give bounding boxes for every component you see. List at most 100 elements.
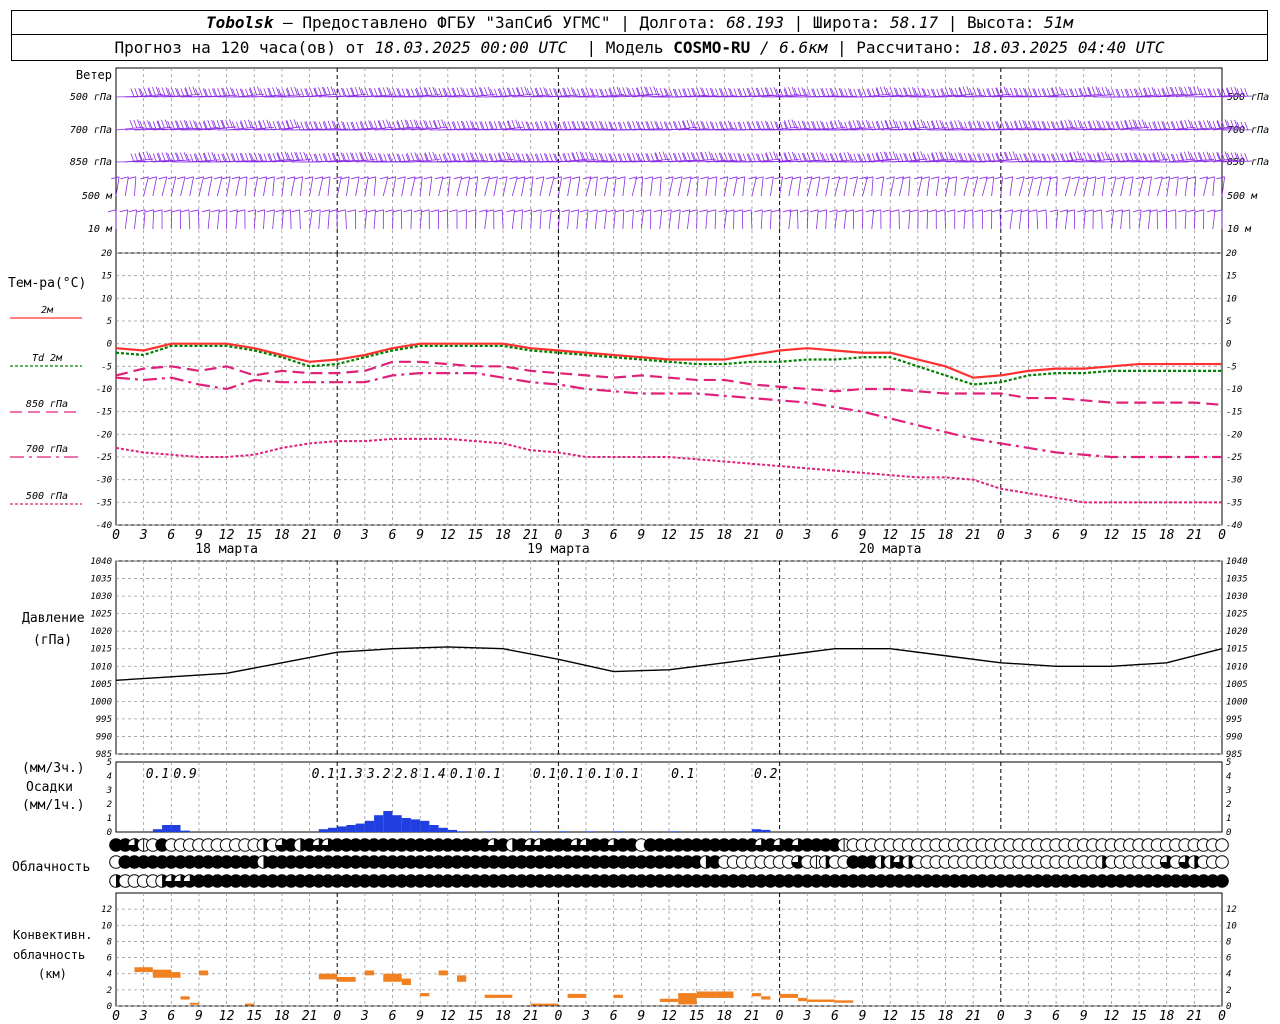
wind-barb-feather bbox=[665, 88, 669, 98]
wind-barb-feather bbox=[1107, 176, 1117, 180]
wind-barb-feather bbox=[976, 87, 981, 96]
wind-barb-feather bbox=[190, 209, 199, 213]
wind-barb-feather bbox=[1126, 88, 1130, 98]
wind-barb-feather bbox=[546, 176, 555, 180]
wind-barb-shaft bbox=[871, 176, 874, 197]
wind-barb-feather bbox=[238, 176, 248, 180]
wind-barb-shaft bbox=[705, 176, 709, 197]
wind-barb-feather bbox=[1156, 152, 1161, 161]
precip-bar bbox=[751, 829, 762, 832]
wind-barb-feather bbox=[774, 176, 783, 180]
wind-barb-feather bbox=[481, 176, 490, 180]
wind-barb bbox=[917, 119, 947, 131]
wind-barb-shaft bbox=[336, 176, 342, 197]
wind-barb-shaft bbox=[115, 176, 120, 197]
wind-barb-feather bbox=[570, 209, 579, 213]
wind-barb-feather bbox=[760, 87, 765, 96]
wind-barb bbox=[964, 209, 974, 230]
wind-barb-feather bbox=[171, 152, 175, 161]
wind-barb bbox=[1195, 209, 1205, 230]
wind-barb-feather bbox=[930, 176, 940, 180]
wind-barb bbox=[493, 119, 523, 131]
wind-barb bbox=[1000, 119, 1030, 131]
wind-barb bbox=[137, 209, 146, 230]
x-tick-label-bottom: 18 bbox=[716, 1009, 732, 1024]
wind-barb bbox=[551, 209, 561, 230]
wind-barb-feather bbox=[479, 152, 483, 161]
wind-barb-feather bbox=[1153, 121, 1158, 130]
cloud-fill bbox=[1188, 874, 1201, 888]
wind-barb-feather bbox=[616, 86, 621, 95]
wind-barb-feather bbox=[1005, 152, 1009, 161]
wind-barb-feather bbox=[368, 87, 373, 97]
wind-barb-shaft bbox=[392, 126, 422, 131]
wind-barb-feather bbox=[864, 176, 874, 180]
wind-barb-feather bbox=[875, 153, 880, 162]
wind-barb-shaft bbox=[1111, 126, 1140, 131]
wind-barb-feather bbox=[969, 153, 974, 163]
wind-barb-feather bbox=[221, 87, 225, 97]
wind-barb-feather bbox=[119, 209, 128, 213]
wind-barb-feather bbox=[986, 121, 990, 130]
wind-barb-feather bbox=[637, 153, 642, 162]
wind-barb-feather bbox=[1046, 88, 1051, 97]
cloud-fill bbox=[386, 855, 399, 869]
cloud-fill bbox=[183, 855, 197, 869]
wind-barb-feather bbox=[1178, 86, 1183, 95]
wind-barb-feather bbox=[692, 121, 697, 130]
wind-barb-feather bbox=[692, 152, 697, 161]
wind-barb-feather bbox=[1032, 88, 1037, 97]
cloud-fill bbox=[533, 874, 547, 888]
wind-barb-feather bbox=[572, 152, 576, 161]
precip-unit-1h: (мм/1ч.) bbox=[22, 798, 85, 813]
wind-barb-shaft bbox=[1203, 158, 1233, 163]
wind-barb-feather bbox=[438, 87, 443, 97]
wind-barb-shaft bbox=[779, 176, 783, 197]
wind-barb-feather bbox=[483, 87, 488, 96]
cloud-fill bbox=[229, 855, 243, 869]
cloud-fill bbox=[929, 874, 943, 888]
wind-barb-shaft bbox=[124, 209, 129, 230]
wind-barb-feather bbox=[296, 121, 301, 130]
wind-barb bbox=[672, 209, 681, 230]
wind-barb-feather bbox=[946, 209, 955, 213]
wind-barb-feather bbox=[240, 120, 245, 129]
cloud-cover-symbol bbox=[855, 855, 870, 869]
wind-barb-feather bbox=[442, 87, 447, 97]
wind-barb bbox=[503, 86, 532, 98]
wind-barb-feather bbox=[471, 152, 476, 162]
wind-barb-shaft bbox=[1111, 159, 1141, 163]
cloud-fill bbox=[966, 874, 980, 888]
wind-barb-shaft bbox=[1009, 128, 1040, 131]
wind-barb-feather bbox=[996, 152, 1001, 161]
cloud-cover-symbol bbox=[385, 874, 400, 888]
wind-barb-feather bbox=[838, 209, 847, 213]
wind-barb-feather bbox=[266, 176, 275, 180]
wind-barb bbox=[1185, 151, 1214, 163]
wind-barb bbox=[579, 209, 589, 230]
cloud-cover-symbol bbox=[938, 874, 953, 888]
wind-barb-shaft bbox=[1037, 176, 1043, 197]
cloud-cover-symbol bbox=[505, 874, 520, 888]
wind-barb bbox=[1037, 86, 1067, 98]
wind-barb-feather bbox=[562, 153, 567, 162]
wind-barb-shaft bbox=[825, 159, 855, 163]
wind-barb-feather bbox=[231, 88, 236, 97]
wind-barb-feather bbox=[797, 153, 802, 162]
wind-barb bbox=[337, 209, 347, 230]
wind-barb bbox=[936, 209, 946, 230]
wind-barb-shaft bbox=[309, 209, 313, 230]
wind-barb bbox=[153, 209, 163, 230]
wind-barb-shaft bbox=[419, 176, 423, 197]
wind-barb bbox=[1206, 209, 1216, 230]
wind-barb-feather bbox=[545, 121, 550, 130]
x-tick-label-bottom: 0 bbox=[333, 1009, 341, 1024]
wind-barb-feather bbox=[360, 120, 365, 129]
latitude-label: | Широта: bbox=[793, 13, 881, 32]
wind-barb-feather bbox=[646, 121, 651, 130]
wind-barb-shaft bbox=[309, 93, 339, 98]
wind-barb-shaft bbox=[641, 95, 672, 98]
cloud-fill bbox=[736, 838, 750, 852]
wind-barb-feather bbox=[360, 88, 365, 97]
wind-barb bbox=[1077, 209, 1086, 230]
